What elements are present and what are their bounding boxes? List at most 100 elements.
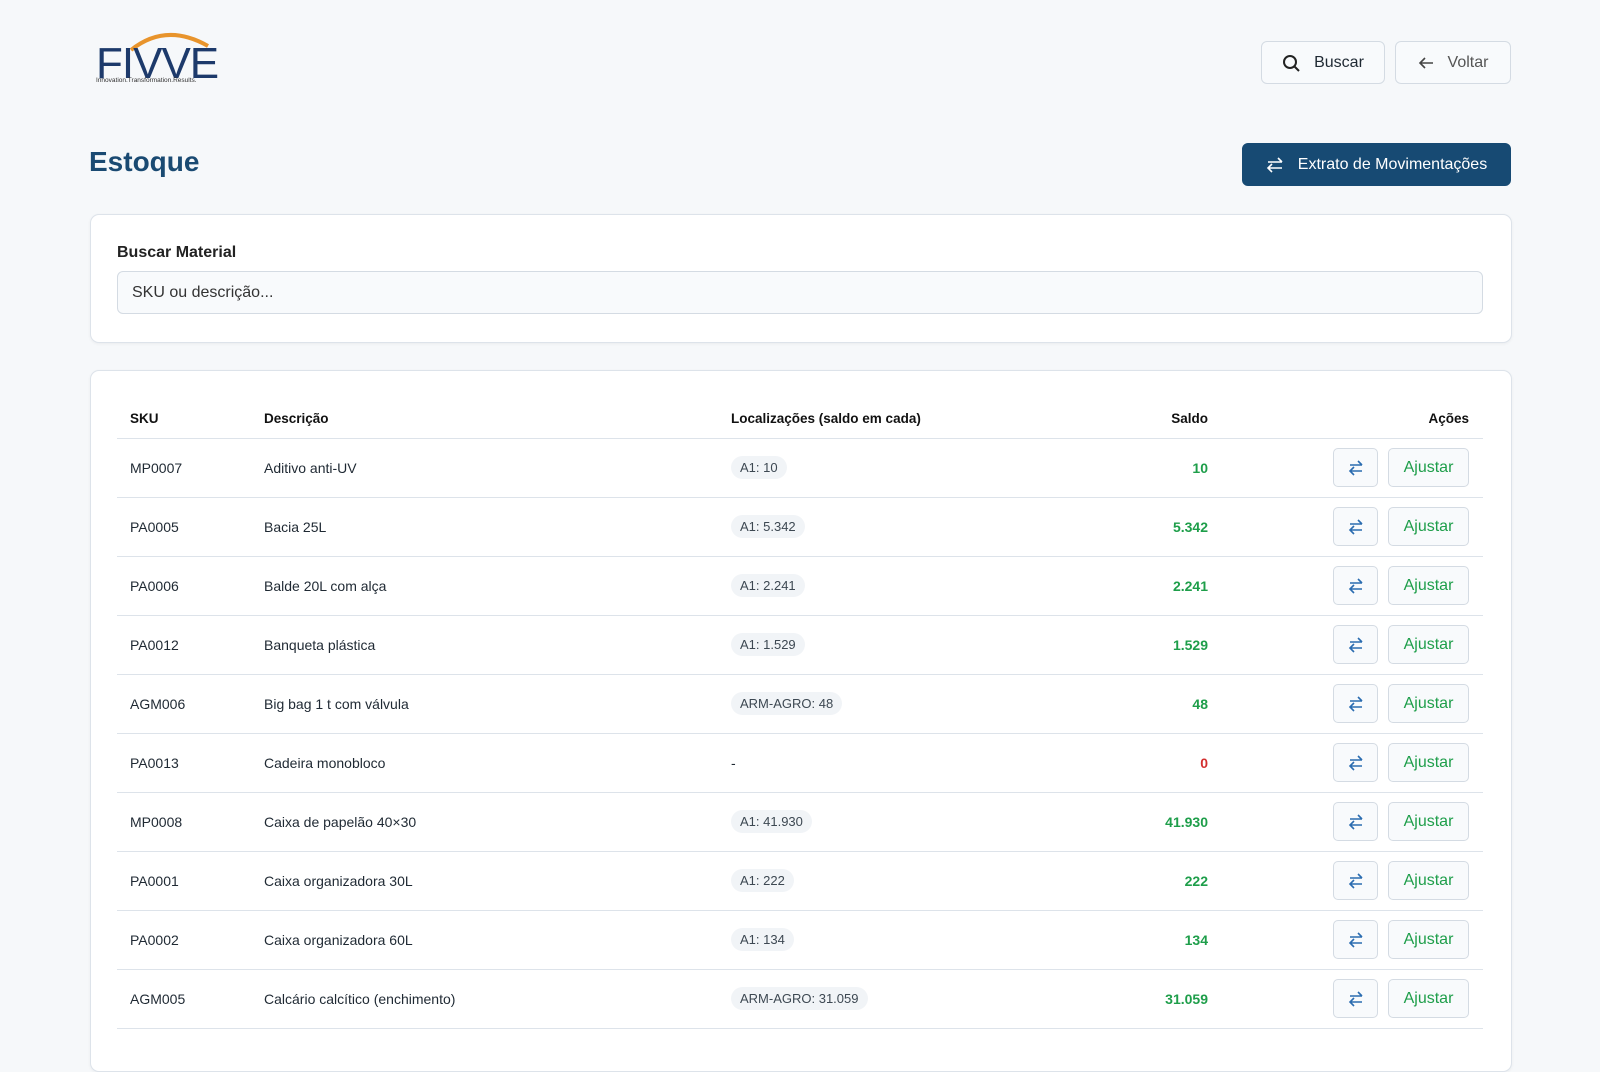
- table-row: PA0013 Cadeira monobloco - 0 Ajustar: [117, 733, 1483, 793]
- transfer-icon: [1348, 931, 1363, 948]
- page-title: Estoque: [89, 146, 200, 177]
- back-button-label: Voltar: [1447, 53, 1489, 71]
- search-button[interactable]: Buscar: [1261, 41, 1385, 84]
- description: Cadeira monobloco: [264, 754, 386, 771]
- table-row: PA0002 Caixa organizadora 60L A1: 134 134 Aj…: [117, 910, 1483, 970]
- location-pill: A1: 10: [731, 456, 787, 479]
- adjust-button[interactable]: Ajustar: [1388, 920, 1469, 959]
- description: Balde 20L com alça: [264, 577, 387, 594]
- locations: ARM-AGRO: 48: [731, 674, 843, 733]
- adjust-button[interactable]: Ajustar: [1388, 566, 1469, 605]
- locations: A1: 2.241: [731, 556, 805, 615]
- transfer-button[interactable]: [1333, 920, 1378, 959]
- logo-arc: [129, 33, 209, 52]
- transfer-button[interactable]: [1333, 566, 1378, 605]
- locations: -: [731, 733, 736, 792]
- location-pill: A1: 134: [731, 928, 794, 951]
- transfer-button[interactable]: [1333, 802, 1378, 841]
- transfer-icon: [1348, 813, 1363, 830]
- locations: A1: 5.342: [731, 497, 805, 556]
- transfer-button[interactable]: [1333, 448, 1378, 487]
- table-row: MP0007 Aditivo anti-UV A1: 10 10 Ajustar: [117, 438, 1483, 498]
- transfer-button[interactable]: [1333, 684, 1378, 723]
- body: FIVVE Innovation.Transformation.Results.…: [89, 26, 1512, 1072]
- description: Banqueta plástica: [264, 636, 376, 653]
- adjust-button[interactable]: Ajustar: [1388, 684, 1469, 723]
- transfer-icon: [1348, 695, 1363, 712]
- adjust-button[interactable]: Ajustar: [1388, 507, 1469, 546]
- adjust-button[interactable]: Ajustar: [1388, 743, 1469, 782]
- table-card: SKU Descrição Localizações (saldo em cada)…: [90, 370, 1512, 1072]
- description: Aditivo anti-UV: [264, 459, 357, 476]
- saldo: 31.059: [1165, 990, 1208, 1007]
- column-header: SKU: [130, 411, 159, 426]
- transfer-icon: [1348, 636, 1363, 653]
- back-button[interactable]: Voltar: [1395, 41, 1511, 84]
- adjust-button[interactable]: Ajustar: [1388, 861, 1469, 900]
- sku: PA0005: [130, 518, 179, 535]
- transfer-icon: [1348, 754, 1363, 771]
- adjust-button[interactable]: Ajustar: [1388, 625, 1469, 664]
- search-card: Buscar Material SKU ou descrição...: [90, 214, 1512, 343]
- transfer-button[interactable]: [1333, 861, 1378, 900]
- search-button-label: Buscar: [1314, 53, 1364, 71]
- sku: PA0006: [130, 577, 179, 594]
- swap-icon: [1266, 156, 1283, 173]
- locations: A1: 222: [731, 851, 794, 910]
- description: Bacia 25L: [264, 518, 327, 535]
- logo-text: FIVVE: [96, 39, 219, 88]
- sku: PA0001: [130, 872, 179, 889]
- table-row: PA0001 Caixa organizadora 30L A1: 222 222 Aj…: [117, 851, 1483, 911]
- adjust-button[interactable]: Ajustar: [1388, 448, 1469, 487]
- transfer-icon: [1348, 577, 1363, 594]
- saldo: 1.529: [1172, 636, 1208, 653]
- description: Calcário calcítico (enchimento): [264, 990, 456, 1007]
- page: Estoque {"header": {"logo_text": "FIVVE"…: [89, 26, 1512, 1072]
- logo-tagline: Innovation.Transformation.Results.: [96, 77, 197, 84]
- saldo: 10: [1192, 459, 1208, 476]
- transfer-button[interactable]: [1333, 507, 1378, 546]
- table-row: AGM005 Calcário calcítico (enchimento) ARM…: [117, 969, 1483, 1029]
- column-header: Localizações (saldo em cada): [731, 411, 921, 426]
- sku: PA0012: [130, 636, 179, 653]
- transfer-button[interactable]: [1333, 625, 1378, 664]
- movements-button[interactable]: Extrato de Movimentações: [1242, 143, 1511, 186]
- description: Caixa organizadora 60L: [264, 931, 413, 948]
- sku: MP0007: [130, 459, 183, 476]
- search-icon: [1283, 54, 1300, 72]
- location-pill: A1: 5.342: [731, 515, 805, 538]
- location-pill: A1: 1.529: [731, 633, 805, 656]
- locations: ARM-AGRO: 31.059: [731, 969, 868, 1028]
- table-header: SKU Descrição Localizações (saldo em cada)…: [117, 399, 1483, 439]
- saldo: 0: [1200, 754, 1208, 771]
- locations: A1: 41.930: [731, 792, 812, 851]
- sku: AGM005: [130, 990, 186, 1007]
- search-input[interactable]: SKU ou descrição...: [117, 271, 1483, 314]
- transfer-button[interactable]: [1333, 979, 1378, 1018]
- logo[interactable]: FIVVE Innovation.Transformation.Results.: [96, 26, 219, 90]
- locations: A1: 10: [731, 438, 787, 497]
- transfer-icon: [1348, 459, 1363, 476]
- column-header: Descrição: [264, 411, 329, 426]
- location-pill: ARM-AGRO: 48: [731, 692, 843, 715]
- table-row: PA0005 Bacia 25L A1: 5.342 5.342 Ajustar: [117, 497, 1483, 557]
- transfer-button[interactable]: [1333, 743, 1378, 782]
- description: Caixa de papelão 40×30: [264, 813, 417, 830]
- transfer-icon: [1348, 990, 1363, 1007]
- sku: PA0013: [130, 754, 179, 771]
- saldo: 2.241: [1172, 577, 1208, 594]
- adjust-button[interactable]: Ajustar: [1388, 979, 1469, 1018]
- saldo: 5.342: [1172, 518, 1208, 535]
- search-label: Buscar Material: [117, 244, 237, 261]
- transfer-icon: [1348, 872, 1363, 889]
- column-header: Saldo: [1171, 411, 1208, 426]
- back-icon: [1418, 56, 1433, 69]
- location-pill: A1: 222: [731, 869, 794, 892]
- saldo: 222: [1184, 872, 1208, 889]
- transfer-icon: [1348, 518, 1363, 535]
- description: Caixa organizadora 30L: [264, 872, 413, 889]
- empty-location: -: [731, 754, 736, 771]
- table-row: PA0012 Banqueta plástica A1: 1.529 1.529 Aju…: [117, 615, 1483, 675]
- adjust-button[interactable]: Ajustar: [1388, 802, 1469, 841]
- description: Big bag 1 t com válvula: [264, 695, 409, 712]
